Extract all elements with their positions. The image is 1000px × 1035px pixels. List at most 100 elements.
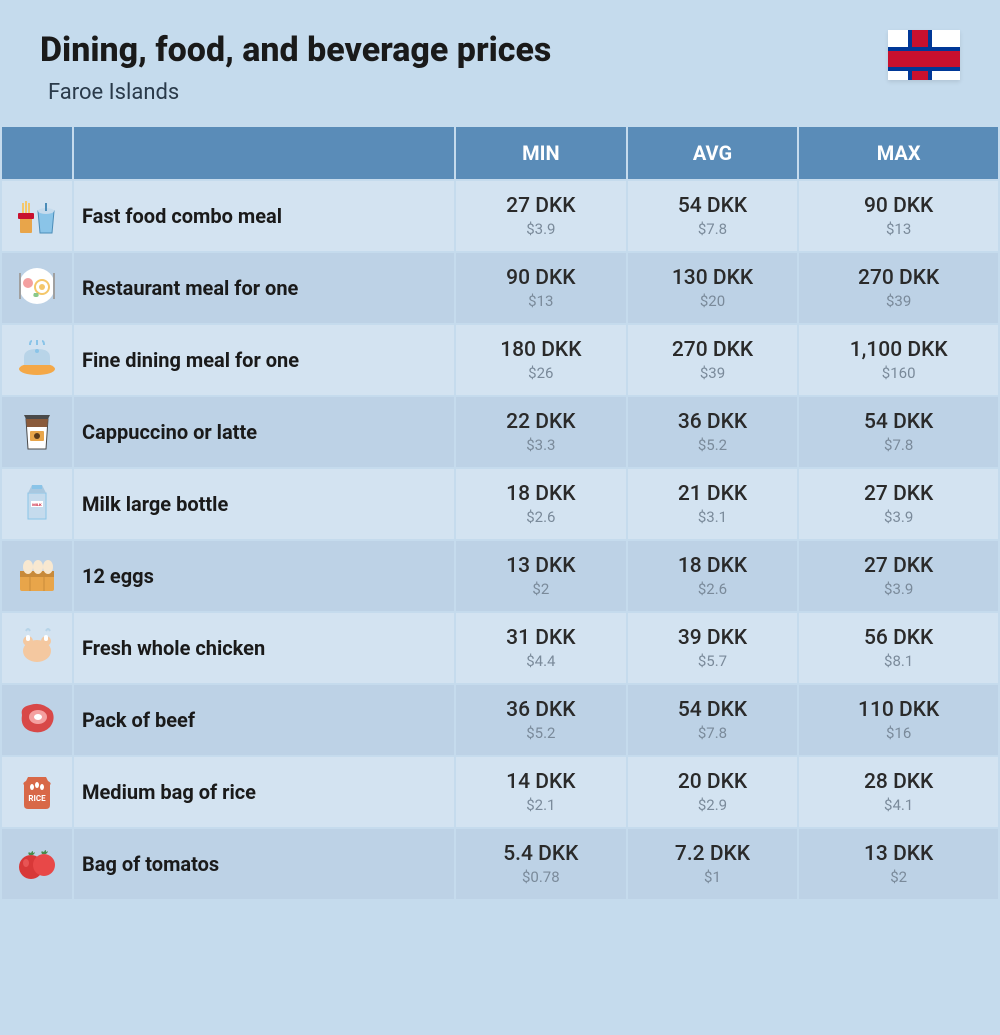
price-min: 5.4 DKK $0.78: [456, 829, 626, 899]
coffee-icon: [16, 409, 58, 451]
tomatoes-icon: [16, 841, 58, 883]
price-local: 54 DKK: [636, 698, 790, 722]
price-usd: $5.2: [464, 724, 618, 742]
item-icon-cell: [2, 397, 72, 467]
item-name: 12 eggs: [74, 541, 454, 611]
price-usd: $8.1: [807, 652, 990, 670]
page-title: Dining, food, and beverage prices: [40, 30, 960, 70]
price-usd: $5.7: [636, 652, 790, 670]
price-usd: $3.9: [464, 220, 618, 238]
item-icon-cell: [2, 469, 72, 539]
price-local: 18 DKK: [464, 482, 618, 506]
price-local: 21 DKK: [636, 482, 790, 506]
beef-icon: [16, 697, 58, 739]
price-min: 22 DKK $3.3: [456, 397, 626, 467]
price-local: 56 DKK: [807, 626, 990, 650]
price-max: 110 DKK $16: [799, 685, 998, 755]
price-min: 27 DKK $3.9: [456, 181, 626, 251]
restaurant-meal-icon: [16, 265, 58, 307]
price-local: 27 DKK: [807, 482, 990, 506]
price-avg: 36 DKK $5.2: [628, 397, 798, 467]
item-name: Fast food combo meal: [74, 181, 454, 251]
price-local: 36 DKK: [636, 410, 790, 434]
table-row: Pack of beef 36 DKK $5.2 54 DKK $7.8 110…: [2, 685, 998, 755]
price-local: 180 DKK: [464, 338, 618, 362]
price-avg: 270 DKK $39: [628, 325, 798, 395]
price-usd: $26: [464, 364, 618, 382]
price-max: 90 DKK $13: [799, 181, 998, 251]
price-usd: $3.3: [464, 436, 618, 454]
item-icon-cell: [2, 325, 72, 395]
price-max: 1,100 DKK $160: [799, 325, 998, 395]
col-avg: AVG: [628, 127, 798, 179]
item-icon-cell: [2, 181, 72, 251]
price-local: 13 DKK: [807, 842, 990, 866]
price-table: MIN AVG MAX Fast food combo meal 27 DKK …: [0, 125, 1000, 901]
price-usd: $39: [636, 364, 790, 382]
price-usd: $0.78: [464, 868, 618, 886]
price-usd: $2: [807, 868, 990, 886]
price-usd: $4.4: [464, 652, 618, 670]
price-local: 90 DKK: [807, 194, 990, 218]
price-usd: $2.9: [636, 796, 790, 814]
item-icon-cell: [2, 757, 72, 827]
price-min: 90 DKK $13: [456, 253, 626, 323]
table-row: Medium bag of rice 14 DKK $2.1 20 DKK $2…: [2, 757, 998, 827]
price-max: 28 DKK $4.1: [799, 757, 998, 827]
price-avg: 130 DKK $20: [628, 253, 798, 323]
col-icon: [2, 127, 72, 179]
item-icon-cell: [2, 541, 72, 611]
item-name: Medium bag of rice: [74, 757, 454, 827]
price-usd: $4.1: [807, 796, 990, 814]
item-icon-cell: [2, 253, 72, 323]
price-usd: $3.9: [807, 580, 990, 598]
table-row: Cappuccino or latte 22 DKK $3.3 36 DKK $…: [2, 397, 998, 467]
price-local: 31 DKK: [464, 626, 618, 650]
table-row: Milk large bottle 18 DKK $2.6 21 DKK $3.…: [2, 469, 998, 539]
page-subtitle: Faroe Islands: [48, 80, 960, 105]
col-max: MAX: [799, 127, 998, 179]
price-local: 27 DKK: [807, 554, 990, 578]
price-local: 18 DKK: [636, 554, 790, 578]
table-row: Fine dining meal for one 180 DKK $26 270…: [2, 325, 998, 395]
rice-icon: [16, 769, 58, 811]
price-local: 130 DKK: [636, 266, 790, 290]
item-name: Milk large bottle: [74, 469, 454, 539]
price-usd: $3.1: [636, 508, 790, 526]
table-row: 12 eggs 13 DKK $2 18 DKK $2.6 27 DKK $3.…: [2, 541, 998, 611]
item-name: Fine dining meal for one: [74, 325, 454, 395]
milk-icon: [16, 481, 58, 523]
price-usd: $13: [464, 292, 618, 310]
price-usd: $7.8: [636, 220, 790, 238]
price-usd: $39: [807, 292, 990, 310]
item-name: Fresh whole chicken: [74, 613, 454, 683]
price-local: 54 DKK: [636, 194, 790, 218]
price-max: 54 DKK $7.8: [799, 397, 998, 467]
price-usd: $13: [807, 220, 990, 238]
price-usd: $7.8: [807, 436, 990, 454]
table-row: Bag of tomatos 5.4 DKK $0.78 7.2 DKK $1 …: [2, 829, 998, 899]
table-row: Restaurant meal for one 90 DKK $13 130 D…: [2, 253, 998, 323]
price-local: 270 DKK: [636, 338, 790, 362]
price-local: 5.4 DKK: [464, 842, 618, 866]
item-name: Restaurant meal for one: [74, 253, 454, 323]
price-avg: 7.2 DKK $1: [628, 829, 798, 899]
price-usd: $2.1: [464, 796, 618, 814]
price-local: 36 DKK: [464, 698, 618, 722]
price-local: 14 DKK: [464, 770, 618, 794]
price-avg: 39 DKK $5.7: [628, 613, 798, 683]
fast-food-icon: [16, 193, 58, 235]
col-name: [74, 127, 454, 179]
item-icon-cell: [2, 685, 72, 755]
price-local: 28 DKK: [807, 770, 990, 794]
price-local: 54 DKK: [807, 410, 990, 434]
price-min: 36 DKK $5.2: [456, 685, 626, 755]
price-max: 56 DKK $8.1: [799, 613, 998, 683]
price-min: 180 DKK $26: [456, 325, 626, 395]
price-min: 18 DKK $2.6: [456, 469, 626, 539]
chicken-icon: [16, 625, 58, 667]
item-name: Cappuccino or latte: [74, 397, 454, 467]
price-min: 14 DKK $2.1: [456, 757, 626, 827]
price-avg: 21 DKK $3.1: [628, 469, 798, 539]
price-max: 270 DKK $39: [799, 253, 998, 323]
